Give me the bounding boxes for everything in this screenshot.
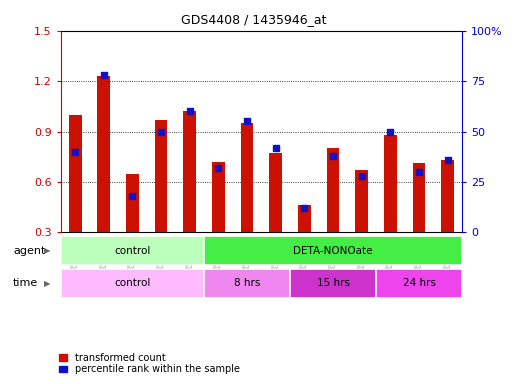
Point xyxy=(415,169,423,175)
Bar xyxy=(69,115,81,232)
Bar xyxy=(384,135,397,232)
Text: ▶: ▶ xyxy=(44,246,51,255)
Point xyxy=(444,157,452,163)
Bar xyxy=(376,269,462,298)
Text: time: time xyxy=(13,278,39,288)
Bar xyxy=(298,205,311,232)
Bar xyxy=(204,236,462,265)
Bar xyxy=(212,162,225,232)
Text: ▶: ▶ xyxy=(44,279,51,288)
Bar xyxy=(326,148,340,232)
Point xyxy=(185,108,194,114)
Legend: transformed count, percentile rank within the sample: transformed count, percentile rank withi… xyxy=(58,352,241,375)
Text: 8 hrs: 8 hrs xyxy=(234,278,260,288)
Bar xyxy=(355,170,368,232)
Point xyxy=(329,152,337,159)
Point xyxy=(271,144,280,151)
Bar xyxy=(204,269,290,298)
Bar xyxy=(241,123,253,232)
Text: DETA-NONOate: DETA-NONOate xyxy=(293,245,373,256)
Bar xyxy=(441,160,454,232)
Point xyxy=(214,165,223,171)
Text: GDS4408 / 1435946_at: GDS4408 / 1435946_at xyxy=(181,13,326,26)
Text: control: control xyxy=(114,245,150,256)
Point xyxy=(157,128,165,135)
Point xyxy=(128,193,137,199)
Bar xyxy=(269,153,282,232)
Bar xyxy=(155,120,167,232)
Text: 15 hrs: 15 hrs xyxy=(316,278,350,288)
Text: agent: agent xyxy=(13,245,45,256)
Bar xyxy=(183,111,196,232)
Point xyxy=(357,173,366,179)
Text: 24 hrs: 24 hrs xyxy=(402,278,436,288)
Bar xyxy=(61,236,204,265)
Bar xyxy=(97,76,110,232)
Bar xyxy=(126,174,139,232)
Point xyxy=(243,118,251,124)
Point xyxy=(300,205,308,211)
Bar xyxy=(290,269,376,298)
Point xyxy=(71,149,79,155)
Bar xyxy=(61,269,204,298)
Point xyxy=(386,128,394,135)
Bar xyxy=(412,164,426,232)
Text: control: control xyxy=(114,278,150,288)
Point xyxy=(99,72,108,78)
